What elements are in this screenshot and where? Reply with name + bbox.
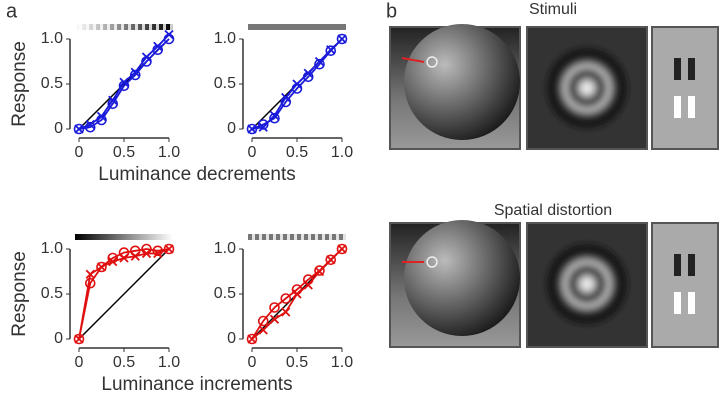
marker [164,29,174,40]
marker [326,45,336,55]
marker [325,45,337,57]
y-axis-label: Response [9,41,30,127]
marker [314,58,325,70]
x-tick-label: 1.0 [158,144,180,161]
identity-line [78,248,170,340]
x-tick-label: 0.5 [113,144,135,161]
marker [325,254,337,266]
stimulus-strip [75,234,173,240]
marker [153,41,163,51]
marker [326,255,336,265]
panel-label: a [6,0,18,22]
marker [74,334,84,344]
x-tick-label: 1.0 [158,354,180,371]
marker [108,256,118,267]
marker [119,77,129,87]
x-tick-label: 0 [248,354,257,371]
image-title: Stimuli [529,1,577,18]
marker [96,262,107,272]
x-tick-label: 1.0 [331,354,353,371]
x-tick-label: 1.0 [331,144,353,161]
x-tick-label: 0.5 [113,354,135,371]
marker [292,289,302,299]
marker [336,33,348,45]
y-tick-label: 0 [54,120,63,137]
marker [163,243,175,255]
y-tick-label: 0.5 [214,75,236,92]
image-title: Spatial distortion [494,202,612,219]
marker [314,56,325,67]
marker [269,110,280,121]
x-tick-label: 0 [248,144,257,161]
stimulus-images [389,24,719,348]
marker [269,112,280,124]
marker [337,244,347,254]
x-tick-label: 0 [75,354,84,371]
marker [336,243,348,255]
y-tick-label: 0 [54,330,63,347]
y-tick-label: 0.5 [41,285,63,302]
y-tick-label: 1.0 [41,30,63,47]
marker [130,251,140,261]
y-axis-label: Response [9,251,30,337]
y-tick-label: 0 [227,120,236,137]
marker [246,333,258,345]
marker [280,293,292,304]
y-tick-label: 0.5 [41,75,63,92]
marker [258,122,268,132]
y-tick-label: 1.0 [214,240,236,257]
y-tick-label: 0 [227,330,236,347]
marker [73,123,85,135]
marker [257,315,269,327]
marker [337,34,347,44]
marker [257,119,269,130]
marker [74,124,84,134]
y-tick-label: 1.0 [214,30,236,47]
marker [314,266,325,277]
x-tick-label: 0.5 [286,354,308,371]
marker [303,68,313,78]
marker [247,124,257,134]
marker [258,325,268,335]
marker [129,69,141,81]
marker [314,265,325,276]
panel-label: b [386,0,397,22]
marker [119,253,129,263]
marker [130,67,140,77]
marker [108,95,118,105]
marker [247,334,257,344]
marker [292,79,302,89]
x-tick-label: 0 [75,144,84,161]
x-axis-label: Luminance increments [101,374,292,395]
y-tick-label: 0.5 [214,285,236,302]
y-tick-label: 1.0 [41,240,63,257]
marker [281,307,291,317]
marker [141,52,152,62]
marker [281,92,291,103]
marker [96,111,107,122]
marker [303,280,313,290]
marker [85,119,95,130]
stimulus-strip [248,24,346,30]
marker [96,261,107,273]
marker [269,302,280,313]
marker [85,269,95,279]
marker [164,244,174,254]
marker [141,248,152,259]
marker [269,314,280,324]
marker [153,248,163,259]
x-axis-label: Luminance decrements [98,164,296,185]
x-tick-label: 0.5 [286,144,308,161]
